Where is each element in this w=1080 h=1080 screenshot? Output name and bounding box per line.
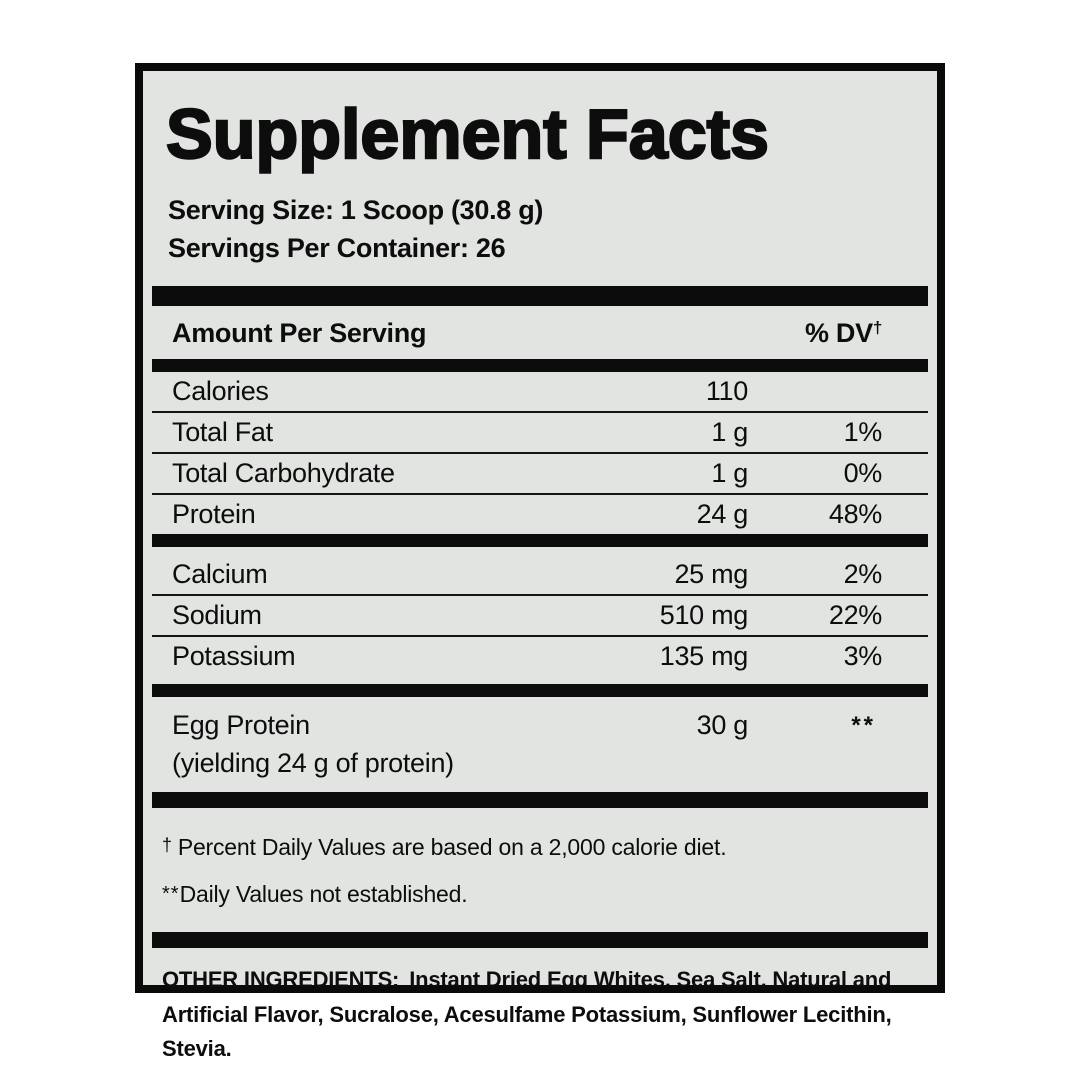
label-title: Supplement Facts — [165, 95, 770, 173]
row-amount: 1 g — [711, 416, 748, 447]
row-dv: 1% — [843, 416, 883, 447]
blend-note: (yielding 24 g of protein) — [172, 747, 454, 778]
row-amount: 110 — [705, 375, 748, 406]
row-dv: 0% — [843, 457, 883, 488]
nutrient-row-protein: Protein 24 g 48% — [152, 495, 928, 534]
row-name: Total Fat — [172, 416, 273, 447]
nutrient-row-total-fat: Total Fat 1 g 1% — [152, 413, 928, 452]
row-name: Calories — [172, 375, 269, 406]
nutrient-row-total-carbohydrate: Total Carbohydrate 1 g 0% — [152, 454, 928, 493]
section-divider — [152, 932, 928, 949]
row-name: Potassium — [172, 640, 296, 671]
thick-divider — [152, 285, 928, 306]
row-divider — [152, 593, 928, 596]
section-divider — [152, 358, 928, 372]
footnote-text: Daily Values not established. — [179, 881, 468, 908]
other-ingredients: OTHER INGREDIENTS: Instant Dried Egg Whit… — [152, 963, 928, 1065]
other-ingredients-heading: OTHER INGREDIENTS: — [162, 967, 400, 993]
row-name: Total Carbohydrate — [172, 457, 395, 488]
section-divider — [152, 792, 928, 809]
mineral-row-sodium: Sodium 510 mg 22% — [152, 596, 928, 635]
row-divider — [152, 634, 928, 637]
row-name: Calcium — [172, 558, 268, 589]
row-divider — [152, 451, 928, 454]
row-amount: 24 g — [696, 498, 749, 529]
row-name: Protein — [172, 498, 256, 529]
row-name: Sodium — [172, 599, 262, 630]
row-amount: 135 mg — [659, 640, 749, 671]
row-amount: 1 g — [711, 457, 748, 488]
footnote-text: Percent Daily Values are based on a 2,00… — [177, 834, 727, 861]
dv-header: % DV† — [805, 317, 882, 348]
label-content: Supplement Facts Serving Size: 1 Scoop (… — [143, 71, 937, 1066]
amount-per-serving-header: Amount Per Serving — [172, 317, 427, 348]
row-amount: 30 g — [696, 710, 749, 741]
section-divider — [152, 683, 928, 697]
supplement-facts-label: Supplement Facts Serving Size: 1 Scoop (… — [135, 63, 945, 1061]
nutrient-row-calories: Calories 110 — [152, 372, 928, 411]
blend-row-egg-protein: Egg Protein 30 g ** — [152, 705, 928, 747]
row-dv: 3% — [843, 640, 883, 671]
servings-per-container: Servings Per Container: 26 — [168, 233, 506, 264]
asterisks-symbol: ** — [162, 883, 180, 906]
row-amount: 25 mg — [674, 558, 748, 589]
column-header-row: Amount Per Serving % DV† — [152, 306, 928, 359]
mineral-row-potassium: Potassium 135 mg 3% — [152, 637, 928, 676]
row-dv: 2% — [843, 558, 883, 589]
serving-info: Serving Size: 1 Scoop (30.8 g) Servings … — [152, 169, 928, 268]
row-divider — [152, 410, 928, 413]
row-dv: 22% — [828, 599, 882, 630]
footnote-not-established: **Daily Values not established. — [152, 881, 928, 908]
section-divider — [152, 533, 928, 547]
mineral-row-calcium: Calcium 25 mg 2% — [152, 555, 928, 594]
row-divider — [152, 492, 928, 495]
other-ingredients-text: Instant Dried Egg Whites, Sea Salt, Natu… — [162, 967, 892, 1061]
footnote-daily-values: † Percent Daily Values are based on a 2,0… — [152, 834, 928, 861]
serving-size: Serving Size: 1 Scoop (30.8 g) — [168, 195, 544, 225]
row-amount: 510 mg — [659, 599, 749, 630]
row-dv-not-established: ** — [851, 711, 876, 739]
row-dv: 48% — [828, 498, 882, 529]
dagger-symbol: † — [162, 835, 172, 856]
row-name: Egg Protein — [172, 710, 310, 741]
blend-section: Egg Protein 30 g ** (yielding 24 g of pr… — [152, 697, 928, 793]
dagger-symbol: † — [872, 317, 882, 337]
